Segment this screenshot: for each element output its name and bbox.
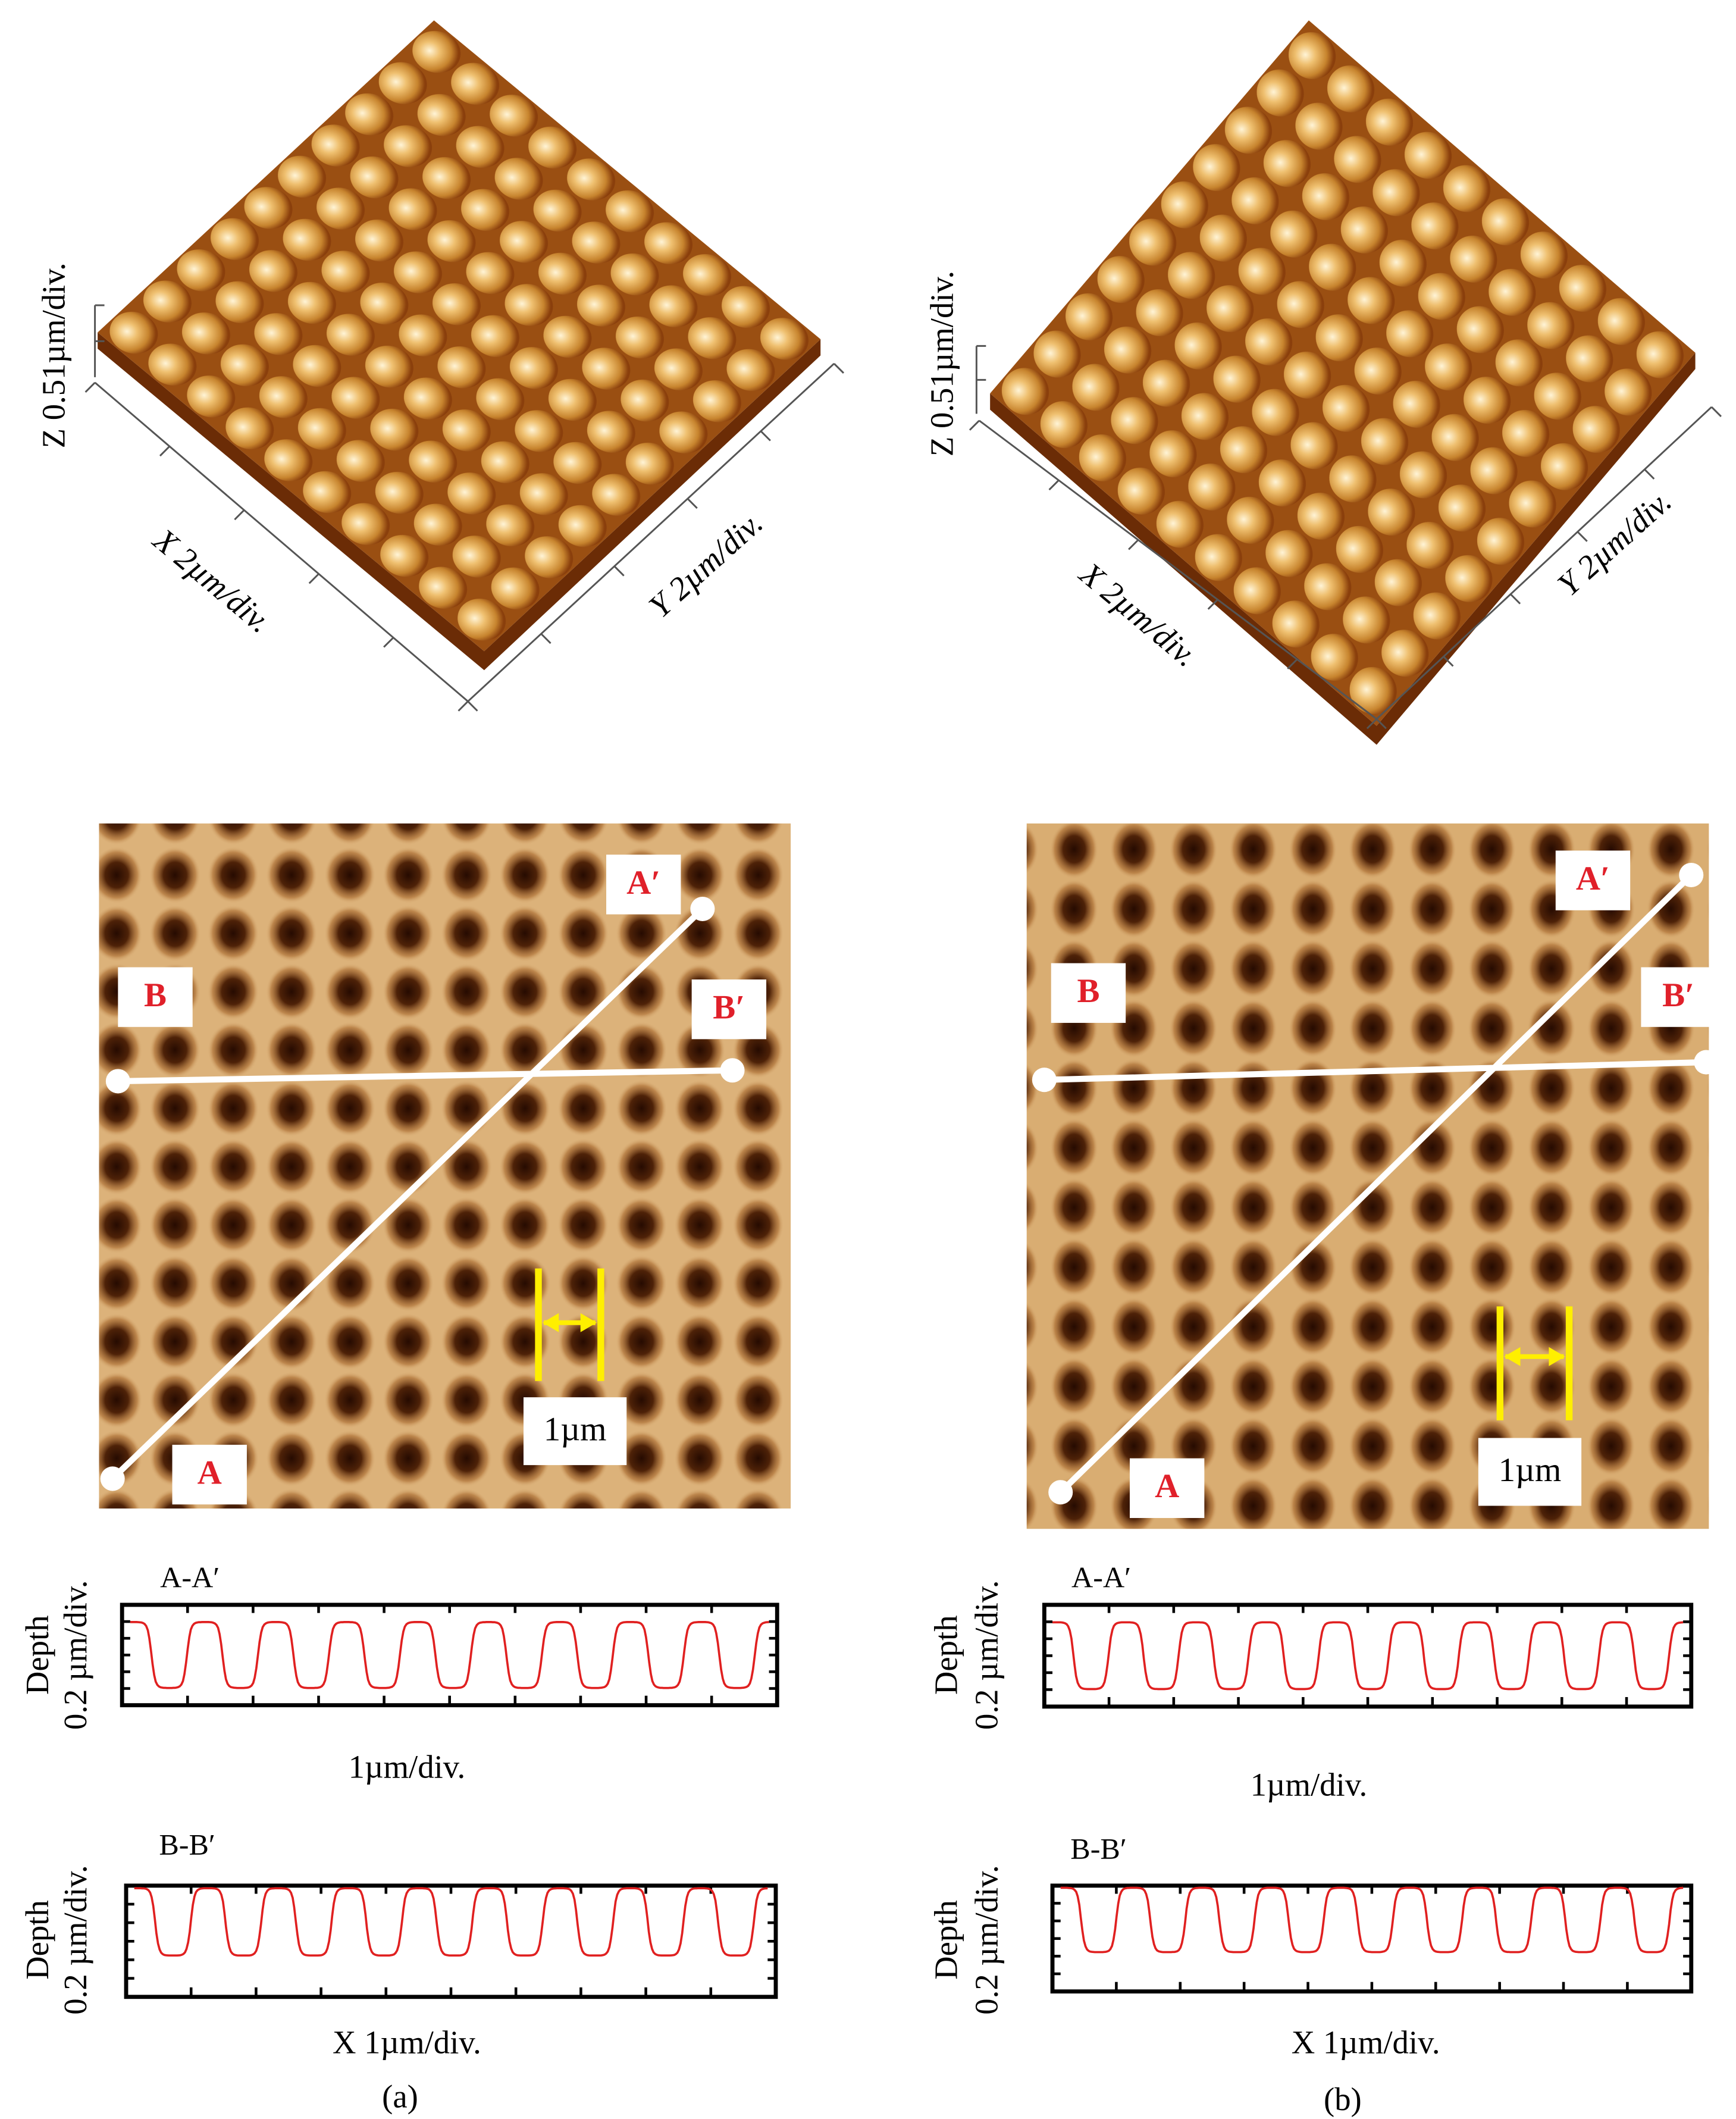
axis-tick — [1644, 468, 1655, 480]
profile-frame — [120, 1602, 779, 1708]
marker-box — [1129, 1458, 1205, 1519]
profile-frame — [1042, 1602, 1694, 1709]
marker-label: A — [198, 1454, 222, 1491]
scale-box — [1478, 1438, 1582, 1506]
arrow-head — [542, 1313, 559, 1332]
line-end — [1694, 1050, 1719, 1075]
axis-tick — [457, 700, 469, 712]
axis-tick — [1577, 531, 1588, 542]
axis-tick — [159, 446, 171, 457]
marker-box — [172, 1444, 247, 1505]
axis-tick — [613, 565, 625, 577]
marker-label: B′ — [1662, 976, 1694, 1014]
y-axis — [1375, 406, 1712, 720]
line-end — [1679, 862, 1704, 887]
profile-title: B-B′ — [1070, 1832, 1127, 1865]
axis-tick — [1128, 539, 1139, 550]
y-axis-label: 0.2 µm/div. — [57, 1865, 93, 2014]
axis-tick — [1710, 406, 1722, 417]
axis-tick — [760, 430, 771, 442]
axis-tick — [969, 420, 980, 431]
x-axis-label: 1µm/div. — [1251, 1766, 1368, 1802]
axis-tick — [234, 509, 245, 521]
x-axis-label: X 1µm/div. — [1292, 2024, 1440, 2060]
y-axis-label: Depth — [927, 1615, 964, 1695]
surface — [990, 20, 1696, 726]
axis-tick — [1443, 656, 1454, 667]
scale-label: 1µm — [544, 1410, 607, 1448]
axis-tick — [467, 700, 478, 712]
line-end — [720, 1058, 745, 1083]
axis-tick — [687, 498, 698, 509]
axis-tick — [540, 633, 551, 644]
profile-title: A-A′ — [160, 1560, 220, 1594]
arrow-head — [580, 1313, 597, 1332]
marker-label: A′ — [626, 864, 660, 902]
profile-trace — [1060, 1886, 1684, 1954]
arrow-head — [1549, 1347, 1565, 1366]
line-end — [1032, 1068, 1057, 1093]
marker-box — [118, 967, 193, 1027]
axis-tick — [1510, 593, 1521, 605]
scale-label: 1µm — [1499, 1451, 1562, 1489]
y-axis-label: Depth — [19, 1900, 55, 1980]
axis-tick — [383, 637, 394, 648]
y-axis — [467, 362, 835, 702]
scale-box — [523, 1397, 627, 1466]
profile-line — [1044, 1059, 1706, 1083]
profile-trace — [130, 1621, 769, 1689]
x-axis-label: X 1µm/div. — [333, 2024, 481, 2060]
line-end — [690, 896, 715, 921]
marker-box — [691, 979, 767, 1040]
axis-tick — [1048, 480, 1060, 491]
z-axis-label: Z 0.51µm/div. — [924, 271, 960, 456]
profile-trace — [134, 1887, 768, 1957]
axis-tick — [1366, 718, 1377, 730]
axis-tick — [1375, 718, 1387, 730]
profile-line — [110, 906, 705, 1481]
line-end — [105, 1069, 130, 1094]
marker-box — [606, 855, 681, 915]
profile-title: B-B′ — [159, 1828, 215, 1861]
profile-line — [118, 1067, 733, 1085]
marker-label: B — [144, 976, 167, 1014]
axis-tick — [308, 573, 319, 584]
line-end — [1048, 1480, 1073, 1505]
profile-title: A-A′ — [1071, 1560, 1131, 1594]
panel-caption: (b) — [1324, 2081, 1362, 2117]
axis-tick — [1207, 599, 1218, 610]
y-axis-label: 0.2 µm/div. — [57, 1580, 93, 1730]
surface — [98, 20, 821, 652]
x-axis-label: 1µm/div. — [349, 1749, 466, 1785]
y-axis-label: Depth — [19, 1615, 55, 1695]
marker-box — [1555, 850, 1631, 910]
marker-label: A′ — [1576, 860, 1610, 897]
line-end — [100, 1466, 125, 1491]
marker-box — [1051, 963, 1126, 1023]
y-axis-label: 0.2 µm/div. — [969, 1865, 1005, 2014]
y-axis-label: Depth — [927, 1900, 964, 1980]
y-axis-label: 0.2 µm/div. — [969, 1580, 1005, 1730]
x-axis-label: X 2µm/div. — [146, 521, 278, 640]
arrow-head — [1504, 1347, 1521, 1366]
axis-tick — [833, 362, 845, 374]
marker-label: B′ — [713, 989, 745, 1026]
profile-trace — [1052, 1621, 1684, 1691]
axis-tick — [84, 381, 96, 393]
panel-caption: (a) — [382, 2079, 418, 2115]
x-axis — [94, 381, 469, 702]
x-axis — [979, 420, 1377, 720]
z-axis-label: Z 0.51µm/div. — [35, 262, 71, 448]
axis-tick — [1287, 658, 1298, 669]
marker-label: B — [1077, 972, 1099, 1010]
marker-label: A — [1155, 1467, 1179, 1505]
profile-line — [1058, 872, 1694, 1495]
marker-box — [1641, 967, 1716, 1027]
